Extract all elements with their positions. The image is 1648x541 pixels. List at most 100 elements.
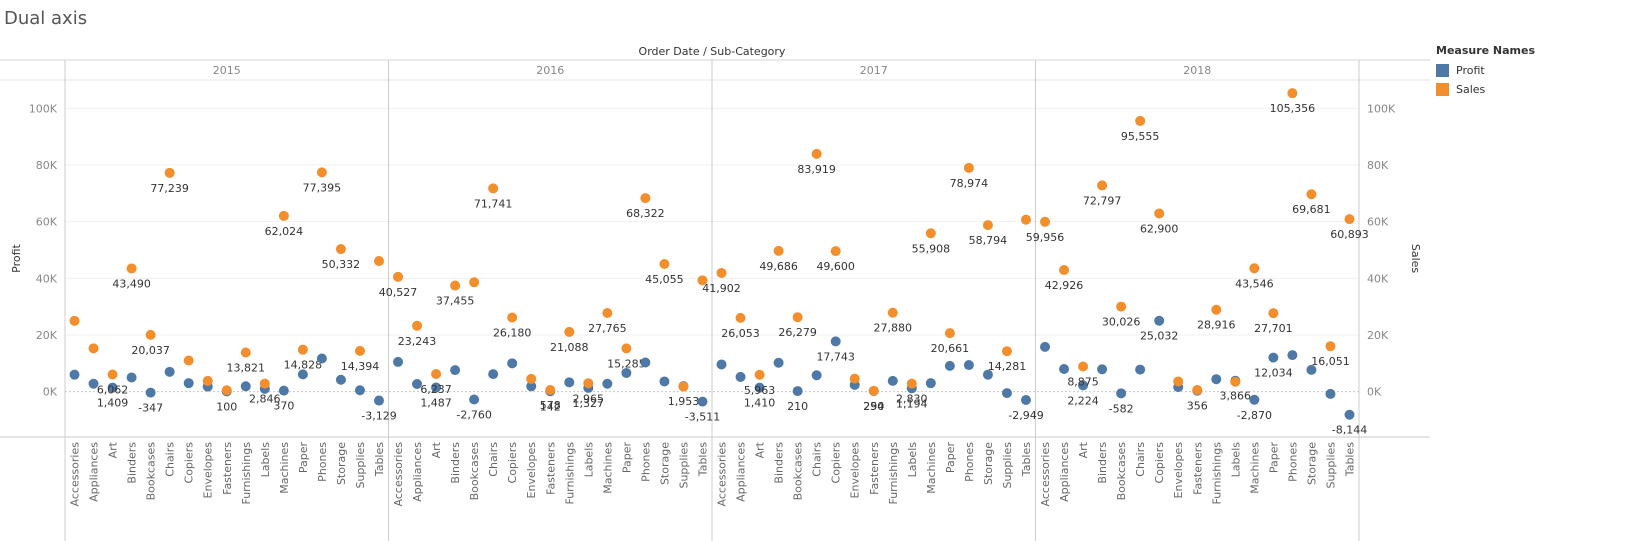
profit-point-2016-1 (412, 379, 423, 390)
sales-point-2015-7 (202, 375, 213, 386)
profit-label-2016-10: 1,327 (573, 397, 605, 410)
profit-point-2016-0 (393, 356, 404, 367)
legend-item-sales[interactable]: Sales (1436, 80, 1535, 99)
right-tick-label-2: 40K (1367, 272, 1389, 285)
profit-point-2018-11 (1249, 394, 1260, 405)
category-label-2018-5: Chairs (1134, 442, 1147, 477)
sales-point-2018-12 (1268, 308, 1279, 319)
category-label-2015-13: Phones (316, 442, 329, 482)
profit-point-2015-3 (126, 372, 137, 383)
category-label-2018-4: Bookcases (1115, 442, 1128, 501)
sales-label-2017-11: 55,908 (912, 242, 951, 255)
sales-point-2015-6 (183, 355, 194, 366)
category-label-2017-6: Copiers (830, 442, 843, 484)
sales-label-2018-14: 69,681 (1292, 203, 1331, 216)
category-label-2018-1: Appliances (1058, 442, 1071, 502)
profit-point-2016-7 (526, 381, 537, 392)
profit-point-2015-9 (240, 381, 251, 392)
category-label-2016-15: Supplies (677, 442, 690, 489)
profit-point-2016-9 (564, 377, 575, 388)
sales-label-2018-3: 72,797 (1083, 194, 1122, 207)
sheet-title: Dual axis (4, 8, 88, 29)
category-label-2015-5: Chairs (164, 442, 177, 477)
sales-point-2017-0 (716, 267, 727, 278)
sales-label-2016-13: 68,322 (626, 207, 665, 220)
profit-point-2018-2 (1078, 380, 1089, 391)
sales-point-2018-3 (1097, 180, 1108, 191)
legend-item-profit[interactable]: Profit (1436, 61, 1535, 80)
profit-point-2015-14 (335, 374, 346, 385)
sales-label-2015-5: 77,239 (150, 182, 189, 195)
header-label: Order Date / Sub-Category (639, 45, 786, 58)
sales-label-2016-14: 45,055 (645, 273, 684, 286)
profit-label-2015-8: 100 (216, 400, 237, 413)
profit-label-2015-16: -3,129 (361, 410, 396, 423)
sales-label-2017-3: 49,686 (759, 260, 798, 273)
year-header-2017: 2017 (860, 64, 888, 77)
sales-label-2015-2: 6,062 (97, 383, 129, 396)
profit-point-2018-1 (1059, 364, 1070, 374)
sales-label-2017-0: 41,902 (702, 282, 741, 295)
sales-point-2017-5 (811, 148, 822, 159)
category-label-2016-6: Copiers (506, 442, 519, 484)
sales-label-2015-9: 13,821 (227, 362, 266, 375)
profit-label-2015-11: 370 (273, 400, 294, 413)
category-label-2017-7: Envelopes (849, 442, 862, 499)
profit-label-2018-16: -8,144 (1332, 424, 1367, 437)
profit-point-2017-16 (1020, 395, 1031, 406)
profit-point-2015-0 (69, 369, 80, 380)
category-label-2018-10: Labels (1229, 442, 1242, 478)
sales-label-2016-10: 2,965 (573, 392, 605, 405)
profit-point-2015-6 (183, 378, 194, 389)
category-label-2015-9: Furnishings (240, 442, 253, 505)
profit-point-2018-14 (1306, 364, 1317, 375)
right-tick-label-0: 0K (1367, 386, 1382, 399)
sales-label-2015-13: 77,395 (303, 181, 342, 194)
sales-point-2016-7 (526, 373, 537, 384)
profit-point-2017-14 (982, 369, 993, 380)
category-label-2017-1: Appliances (735, 442, 748, 502)
sales-label-2017-12: 20,661 (931, 342, 970, 355)
sales-point-2015-9 (240, 347, 251, 358)
sales-point-2018-6 (1154, 208, 1165, 219)
sales-point-2016-0 (393, 271, 404, 282)
profit-point-2015-5 (164, 366, 175, 377)
sales-point-2018-7 (1173, 376, 1184, 387)
profit-point-2018-6 (1154, 315, 1165, 326)
category-label-2016-5: Chairs (487, 442, 500, 477)
sales-label-2018-1: 42,926 (1045, 279, 1084, 292)
profit-label-2018-8: 356 (1187, 400, 1208, 413)
profit-point-2017-0 (716, 359, 727, 370)
category-label-2017-4: Bookcases (792, 442, 805, 501)
sales-label-2015-14: 50,332 (322, 258, 361, 271)
profit-point-2016-13 (640, 357, 651, 368)
category-label-2016-4: Bookcases (468, 442, 481, 501)
profit-point-2015-4 (145, 387, 156, 398)
profit-label-2017-6: 17,743 (816, 350, 855, 363)
profit-point-2018-0 (1040, 341, 1051, 352)
sales-point-2015-0 (69, 315, 80, 326)
right-tick-label-4: 80K (1367, 159, 1389, 172)
category-label-2016-10: Labels (582, 442, 595, 478)
profit-point-2017-15 (1001, 388, 1012, 399)
category-label-2016-9: Furnishings (563, 442, 576, 505)
sales-point-2016-10 (583, 378, 594, 389)
sales-label-2016-3: 37,455 (436, 295, 475, 308)
legend: Measure Names Profit Sales (1436, 44, 1535, 99)
sales-point-2016-11 (602, 307, 613, 318)
sales-label-2017-2: 5,963 (744, 384, 776, 397)
sales-point-2015-16 (373, 256, 384, 267)
sales-point-2018-16 (1344, 214, 1355, 225)
sales-point-2018-10 (1230, 376, 1241, 387)
sales-point-2016-15 (678, 381, 689, 392)
sales-point-2017-2 (754, 369, 765, 380)
category-label-2017-3: Binders (773, 442, 786, 484)
category-label-2017-15: Supplies (1001, 442, 1014, 489)
sales-label-2016-1: 23,243 (398, 335, 437, 348)
sales-point-2015-10 (259, 378, 270, 389)
profit-point-2017-9 (887, 375, 898, 386)
category-label-2015-16: Tables (373, 442, 386, 477)
sales-point-2017-10 (906, 378, 917, 389)
category-label-2016-11: Machines (601, 442, 614, 494)
sales-point-2018-1 (1059, 265, 1070, 276)
